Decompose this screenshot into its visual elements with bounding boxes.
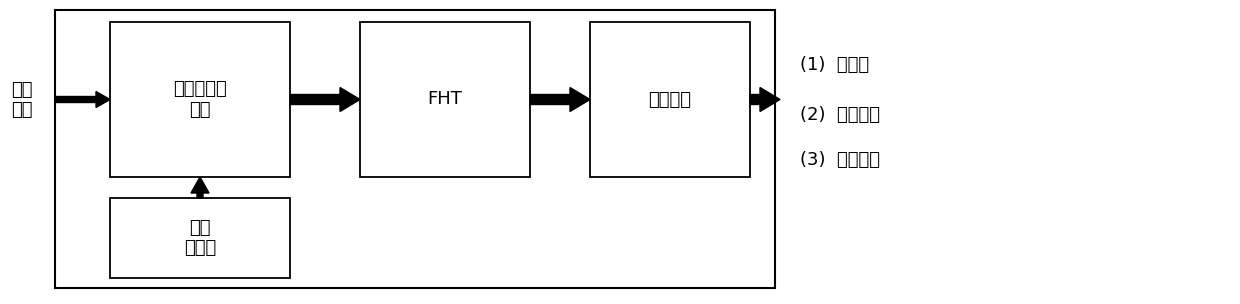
Polygon shape — [750, 88, 780, 112]
Polygon shape — [529, 88, 590, 112]
Bar — [110, 198, 290, 278]
Bar — [55, 10, 775, 288]
Text: 门限判决: 门限判决 — [649, 91, 692, 109]
Text: FHT: FHT — [428, 91, 463, 109]
Text: (1)  签名值: (1) 签名值 — [800, 56, 869, 74]
Bar — [110, 22, 290, 177]
Text: 扰码
发生器: 扰码 发生器 — [184, 219, 216, 257]
Text: (2)  签名相位: (2) 签名相位 — [800, 106, 880, 124]
Bar — [590, 22, 750, 177]
Bar — [360, 22, 529, 177]
Polygon shape — [55, 92, 110, 108]
Polygon shape — [191, 177, 210, 198]
Text: 相关或匹配
运算: 相关或匹配 运算 — [174, 80, 227, 119]
Text: (3)  签名能量: (3) 签名能量 — [800, 151, 880, 169]
Polygon shape — [290, 88, 360, 112]
Text: 基带
信号: 基带 信号 — [11, 81, 32, 119]
